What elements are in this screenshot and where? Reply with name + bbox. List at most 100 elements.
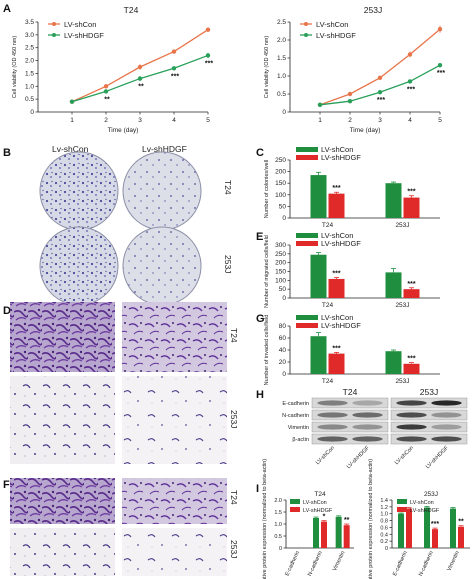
colony-dish-t24-shcon — [39, 151, 119, 231]
colony-bar-shcon — [310, 175, 327, 218]
migration-bar-ytick-label: 150 — [275, 269, 286, 276]
cv-253j-point — [377, 75, 383, 81]
micrograph-f-253j-shcon — [10, 528, 115, 576]
cv-t24-title: T24 — [124, 5, 139, 15]
protein-t24-category-label: N-cadherin — [307, 550, 324, 577]
western-band — [352, 412, 383, 418]
western-band — [352, 424, 383, 430]
protein-t24-significance: ** — [344, 517, 350, 524]
cv-253j-ytick-label: 1.5 — [277, 55, 286, 62]
invasion-bar-shcon — [385, 351, 402, 374]
cv-253j-point — [347, 99, 353, 104]
cv-253j-point — [437, 27, 443, 32]
panel-label-e: E — [256, 231, 263, 243]
protein-t24-ytick-label: 2.0 — [274, 498, 282, 504]
migration-bar-ytick-label: 200 — [275, 260, 286, 267]
cv-253j-xtick-label: 5 — [438, 117, 442, 124]
migration-bar-ytick-label: 250 — [275, 251, 286, 258]
migration-bar-shhdgf — [403, 289, 420, 298]
migration-bar-shhdgf — [328, 278, 345, 298]
protein-253j-ytick-label: 1.4 — [380, 498, 388, 504]
cv-t24-ytick-label: 3.0 — [25, 32, 34, 39]
invasion-bar-legend-swatch — [296, 323, 318, 328]
western-band — [317, 412, 348, 418]
protein-t24-legend-label: LV-shCon — [303, 500, 327, 506]
protein-t24-legend-swatch — [290, 499, 300, 504]
invasion-bar-shcon — [310, 336, 327, 374]
cv-t24-significance: *** — [205, 60, 213, 67]
invasion-bar-legend-swatch — [296, 315, 318, 320]
row-label-253j-d: 253J — [229, 410, 239, 428]
panel-label-b: B — [3, 147, 11, 159]
western-band — [396, 400, 427, 406]
cv-253j-significance: *** — [407, 86, 415, 93]
micrograph-d-253j-shhdgf — [122, 376, 227, 464]
colony-bar-significance: *** — [407, 189, 415, 196]
invasion-bar-ytick-label: 40 — [279, 347, 287, 354]
cv-253j-xlabel: Time (day) — [350, 127, 381, 134]
protein-t24-ytick-label: 0.5 — [274, 534, 282, 540]
cv-t24-point — [103, 89, 109, 94]
invasion-bar-ytick-label: 60 — [279, 335, 287, 342]
cv-t24-point — [137, 64, 143, 70]
western-lane-label: LV-shCon — [394, 445, 415, 466]
western-band — [431, 424, 462, 430]
migration-bar-legend-swatch — [296, 241, 318, 246]
protein-t24-ytick-label: 0 — [279, 546, 282, 552]
protein-t24-legend-label: LV-shHDGF — [303, 508, 333, 514]
colony-bar-ylabel: Number of colonies/well — [264, 160, 270, 218]
micrograph-f-t24-shhdgf — [122, 478, 227, 524]
western-protein-label: Vimentin — [288, 425, 309, 431]
protein-t24-category-label: E-cadherin — [284, 550, 301, 577]
cv-253j-ytick-label: 0 — [282, 109, 286, 116]
panel-label-c: C — [256, 147, 264, 159]
protein-253j-ytick-label: 0.8 — [380, 519, 388, 525]
invasion-bar-category-label: T24 — [322, 378, 334, 385]
invasion-bar-legend-label: LV-shCon — [321, 313, 353, 322]
colony-bar-legend-label: LV-shCon — [321, 145, 353, 154]
cv-253j-ytick-label: 0.5 — [277, 91, 286, 98]
micrograph-f-253j-shhdgf — [122, 528, 227, 576]
panel-label-i: I — [256, 483, 259, 495]
cv-t24-ytick-label: 1.0 — [25, 83, 34, 90]
cv-253j-legend-label: LV-shHDGF — [316, 31, 356, 40]
cv-253j-point — [317, 102, 323, 108]
western-band — [352, 400, 383, 406]
row-label-253j-f: 253J — [229, 540, 239, 558]
protein-t24-significance: * — [323, 514, 326, 521]
cv-t24-point — [205, 27, 211, 32]
protein-253j-shcon — [450, 508, 456, 548]
cv-253j-xtick-label: 2 — [348, 117, 352, 124]
western-membrane — [311, 397, 389, 409]
western-protein-label: β-actin — [292, 437, 309, 443]
row-label-t24-b: T24 — [223, 180, 233, 195]
protein-253j-legend-swatch — [397, 499, 407, 504]
migration-bar-ytick-label: 0 — [282, 295, 286, 302]
cv-253j-xtick-label: 4 — [408, 117, 412, 124]
protein-253j-ytick-label: 1.0 — [380, 512, 388, 518]
colony-bar-shhdgf — [403, 197, 420, 218]
colony-dish-253j-shcon — [39, 226, 119, 306]
invasion-bar-significance: *** — [332, 345, 340, 352]
protein-253j-shhdgf — [406, 508, 412, 548]
migration-bar-significance: *** — [407, 281, 415, 288]
cv-t24-xtick-label: 3 — [138, 117, 142, 124]
invasion-bar-legend-label: LV-shHDGF — [321, 321, 361, 330]
protein-253j-shhdgf — [432, 529, 438, 548]
row-label-t24-d: T24 — [229, 328, 239, 343]
protein-253j-ytick-label: 0 — [385, 546, 388, 552]
migration-bar-ytick-label: 50 — [279, 286, 287, 293]
cv-t24-xtick-label: 5 — [206, 117, 210, 124]
protein-253j-ylabel: Relative protein expression (normalized … — [368, 459, 374, 579]
protein-t24-shhdgf — [321, 521, 327, 548]
cv-t24-ylabel: Cell viability (OD 450 nm) — [12, 36, 18, 99]
protein-t24-ytick-label: 1.5 — [274, 510, 282, 516]
cv-253j-point — [347, 91, 353, 97]
row-label-253j-b: 253J — [223, 255, 233, 273]
cv-253j-ytick-label: 2.5 — [277, 19, 286, 26]
colony-bar-shhdgf — [328, 193, 345, 218]
protein-253j-ytick-label: 0.2 — [380, 539, 388, 545]
cv-253j-point — [407, 52, 413, 57]
western-group-label: T24 — [343, 387, 358, 397]
cv-253j-ylabel: Cell viability (OD 450 nm) — [264, 36, 270, 99]
